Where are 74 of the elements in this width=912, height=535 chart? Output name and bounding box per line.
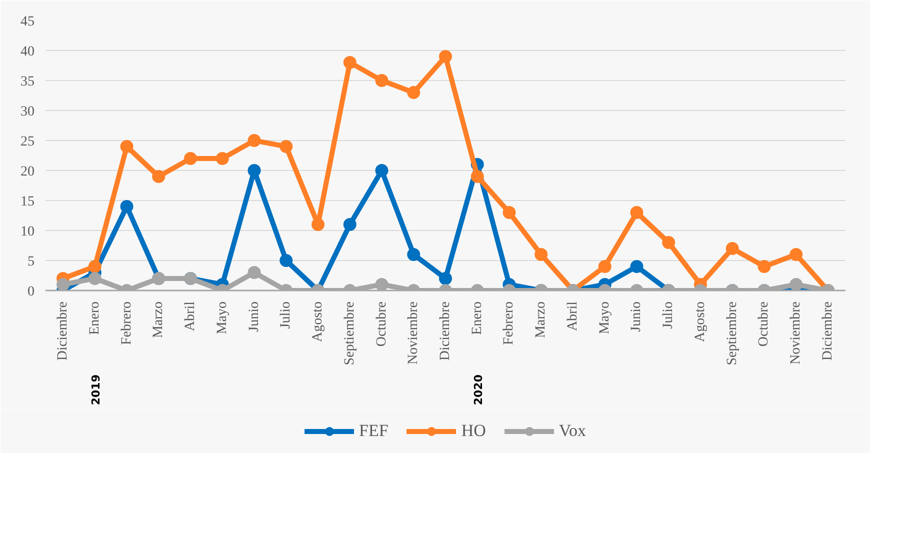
point <box>407 248 420 261</box>
x-tick-label: Enero <box>470 301 485 335</box>
y-tick-label: 45 <box>20 14 34 30</box>
point <box>630 260 644 273</box>
point <box>248 164 261 177</box>
y-tick-label: 30 <box>20 104 34 120</box>
point <box>375 164 388 177</box>
point <box>790 248 803 261</box>
y-tick-label: 10 <box>20 224 34 240</box>
x-tick-label: Marzo <box>534 301 549 338</box>
point <box>598 260 612 273</box>
point <box>439 50 452 63</box>
x-tick-label: Diciembre <box>438 301 453 361</box>
x-tick-label: Noviembre <box>406 301 422 364</box>
x-tick-label: Febrero <box>119 301 134 346</box>
x-tick-label: Junio <box>246 301 262 332</box>
y-tick-label: 0 <box>28 284 34 300</box>
x-tick-label: Agosto <box>310 301 326 342</box>
point <box>534 248 548 261</box>
x-tick-label: Abril <box>565 301 580 332</box>
legend-label: Vox <box>558 420 586 440</box>
x-tick-label: Mayo <box>214 301 230 334</box>
x-tick-label: Diciembre <box>56 301 71 361</box>
point <box>343 218 356 231</box>
point <box>152 170 166 183</box>
x-tick-label: Julio <box>278 301 294 329</box>
x-tick-label: Julio <box>661 301 676 329</box>
text: 2019 <box>89 374 102 406</box>
point <box>120 140 134 153</box>
point <box>662 236 676 249</box>
point <box>439 272 452 285</box>
point <box>790 278 803 290</box>
x-tick-label: Septiembre <box>342 301 358 366</box>
point <box>312 218 325 231</box>
x-tick-label: Enero <box>87 301 102 335</box>
x-tick-label: Marzo <box>151 301 166 338</box>
point <box>248 134 261 147</box>
x-tick-label: Octubre <box>374 301 390 347</box>
y-tick-label: 15 <box>20 194 34 210</box>
point <box>216 152 229 165</box>
point <box>630 206 644 219</box>
point <box>470 170 484 183</box>
point <box>56 278 70 290</box>
x-tick-label: Junio <box>629 301 644 332</box>
x-tick-label: Abril <box>183 301 198 332</box>
point <box>280 254 293 267</box>
point <box>248 266 261 279</box>
x-tick-label: Diciembre <box>820 301 836 361</box>
point <box>280 140 293 153</box>
point <box>726 242 739 255</box>
y-tick-label: 40 <box>20 44 34 60</box>
point <box>758 260 771 273</box>
y-tick-label: 25 <box>20 134 34 150</box>
point <box>88 272 102 285</box>
point <box>343 56 356 69</box>
legend-label: FEF <box>359 420 388 440</box>
y-tick-label: 5 <box>28 254 34 270</box>
point <box>120 200 134 213</box>
legend-label: HO <box>461 420 486 440</box>
text: 2020 <box>472 374 485 406</box>
y-tick-label: 20 <box>20 164 34 180</box>
x-tick-label: Mayo <box>597 301 612 334</box>
point <box>375 74 388 87</box>
point <box>407 86 420 99</box>
point <box>375 278 388 290</box>
x-tick-label: Agosto <box>692 301 708 342</box>
x-tick-label: Septiembre <box>724 301 740 366</box>
point <box>184 152 198 165</box>
x-tick-label: Noviembre <box>788 301 804 364</box>
point <box>88 260 102 273</box>
y-tick-label: 35 <box>20 74 34 90</box>
x-tick-label: Febrero <box>502 301 517 346</box>
point <box>502 206 516 219</box>
x-tick-label: Octubre <box>756 301 772 347</box>
